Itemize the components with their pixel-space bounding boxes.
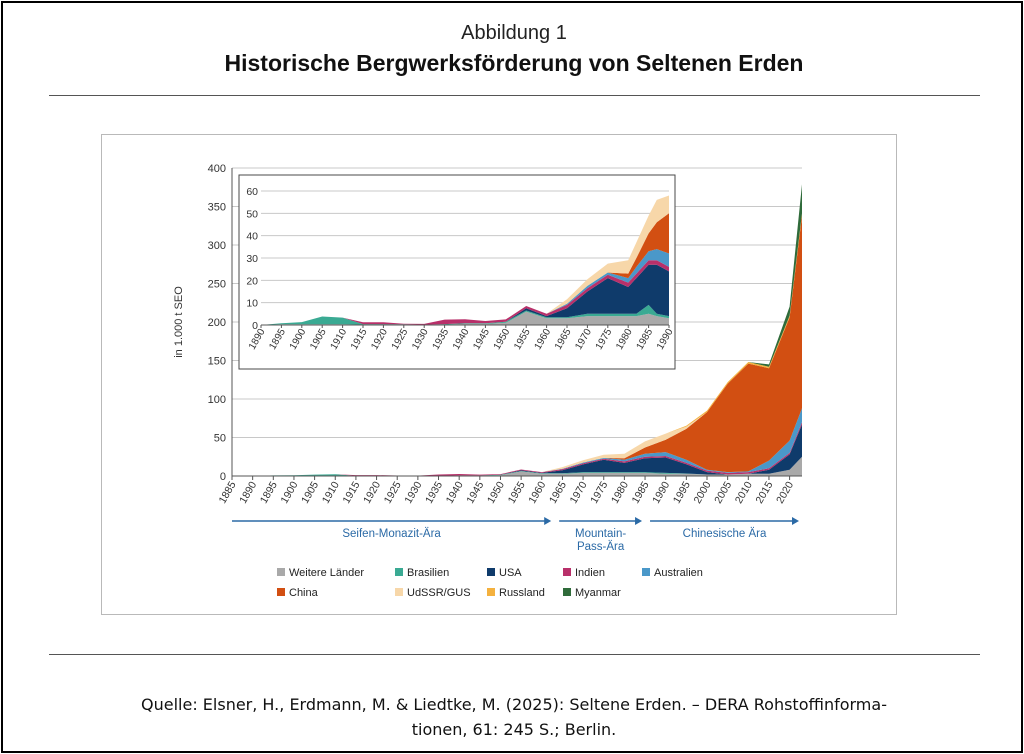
x-tick-label-1900: 1900 bbox=[278, 479, 300, 505]
inset-y-tick-label-20: 20 bbox=[246, 275, 258, 287]
chart-svg: 0501001502002503003504001885189018951900… bbox=[173, 163, 802, 599]
source-citation: Quelle: Elsner, H., Erdmann, M. & Liedtk… bbox=[3, 692, 1024, 742]
x-tick-label-1935: 1935 bbox=[423, 479, 445, 505]
legend-swatch-brasilien bbox=[395, 568, 403, 576]
source-line-2: tionen, 61: 245 S.; Berlin. bbox=[411, 720, 617, 739]
inset-area-weitere-l-nder bbox=[261, 311, 669, 325]
x-tick-label-1995: 1995 bbox=[671, 479, 693, 505]
era-2-label-line-1: Mountain- bbox=[575, 528, 626, 540]
era-2-label-line-2: Pass-Ära bbox=[577, 541, 625, 553]
y-tick-label-0: 0 bbox=[220, 471, 226, 483]
legend-swatch-china bbox=[277, 588, 285, 596]
x-tick-label-1895: 1895 bbox=[258, 479, 280, 505]
legend-label-usa: USA bbox=[499, 567, 522, 579]
legend-label-weitere-l-nder: Weitere Länder bbox=[289, 567, 364, 579]
x-tick-label-1905: 1905 bbox=[299, 479, 321, 505]
x-tick-label-1915: 1915 bbox=[340, 479, 362, 505]
x-tick-label-1940: 1940 bbox=[444, 479, 466, 505]
legend-label-myanmar: Myanmar bbox=[575, 587, 621, 599]
x-tick-label-1985: 1985 bbox=[630, 479, 652, 505]
x-tick-label-1950: 1950 bbox=[485, 479, 507, 505]
chart-panel: 0 50 100 150 200 250 300 350 400 1885 1890 1895 1900… bbox=[101, 134, 897, 615]
main-area-usa bbox=[232, 424, 802, 476]
x-tick-label-1920: 1920 bbox=[361, 479, 383, 505]
legend-swatch-weitere-l-nder bbox=[277, 568, 285, 576]
bottom-divider bbox=[49, 654, 980, 655]
era-2-arrow-head bbox=[635, 517, 643, 525]
legend-swatch-australien bbox=[642, 568, 650, 576]
legend-swatch-indien bbox=[563, 568, 571, 576]
y-tick-label-50: 50 bbox=[214, 433, 226, 445]
y-tick-label-250: 250 bbox=[208, 279, 226, 291]
main-area-china bbox=[232, 215, 802, 476]
legend-swatch-udssr-gus bbox=[395, 588, 403, 596]
inset-area-australien bbox=[261, 249, 669, 325]
x-tick-label-1970: 1970 bbox=[568, 479, 590, 505]
x-tick-label-1990: 1990 bbox=[650, 479, 672, 505]
x-tick-label-1925: 1925 bbox=[382, 479, 404, 505]
top-divider bbox=[49, 95, 980, 96]
era-1-arrow-head bbox=[544, 517, 552, 525]
inset-y-tick-label-10: 10 bbox=[246, 298, 258, 310]
source-line-1: Quelle: Elsner, H., Erdmann, M. & Liedtk… bbox=[141, 695, 887, 714]
legend-swatch-usa bbox=[487, 568, 495, 576]
legend-swatch-myanmar bbox=[563, 588, 571, 596]
inset-area-brasilien bbox=[261, 304, 669, 325]
x-tick-label-1980: 1980 bbox=[609, 479, 631, 505]
x-tick-label-1975: 1975 bbox=[588, 479, 610, 505]
x-tick-label-2010: 2010 bbox=[733, 479, 755, 505]
x-tick-label-1885: 1885 bbox=[217, 479, 239, 505]
x-tick-label-2000: 2000 bbox=[692, 479, 714, 505]
x-tick-label-1910: 1910 bbox=[320, 479, 342, 505]
inset-area-usa bbox=[261, 264, 669, 325]
legend-label-udssr-gus: UdSSR/GUS bbox=[407, 587, 471, 599]
y-axis-label: in 1.000 t SEO bbox=[173, 286, 185, 358]
inset-y-tick-label-40: 40 bbox=[246, 231, 258, 243]
main-area-weitere-l-nder bbox=[232, 456, 802, 476]
y-tick-label-100: 100 bbox=[208, 394, 226, 406]
x-tick-label-2005: 2005 bbox=[712, 479, 734, 505]
era-3-arrow-head bbox=[792, 517, 799, 525]
x-tick-label-1890: 1890 bbox=[237, 479, 259, 505]
y-tick-label-400: 400 bbox=[208, 163, 226, 175]
figure-number: Abbildung 1 bbox=[461, 22, 567, 44]
era-1-label-line-1: Seifen-Monazit-Ära bbox=[342, 528, 441, 540]
legend-label-brasilien: Brasilien bbox=[407, 567, 449, 579]
x-tick-label-1945: 1945 bbox=[464, 479, 486, 505]
x-tick-label-1960: 1960 bbox=[526, 479, 548, 505]
legend-label-indien: Indien bbox=[575, 567, 605, 579]
era-3-label-line-1: Chinesische Ära bbox=[683, 528, 767, 540]
x-tick-label-2015: 2015 bbox=[753, 479, 775, 505]
inset-y-tick-label-50: 50 bbox=[246, 208, 258, 220]
x-tick-label-1955: 1955 bbox=[506, 479, 528, 505]
legend-label-china: China bbox=[289, 587, 319, 599]
legend-label-australien: Australien bbox=[654, 567, 703, 579]
y-tick-label-150: 150 bbox=[208, 356, 226, 368]
legend-swatch-russland bbox=[487, 588, 495, 596]
inset-y-tick-label-60: 60 bbox=[246, 186, 258, 198]
y-tick-label-200: 200 bbox=[208, 317, 226, 329]
figure-title: Historische Bergwerksförderung von Selte… bbox=[224, 50, 804, 76]
inset-y-tick-label-0: 0 bbox=[252, 320, 258, 332]
x-tick-label-1930: 1930 bbox=[402, 479, 424, 505]
y-tick-label-300: 300 bbox=[208, 240, 226, 252]
inset-y-tick-label-30: 30 bbox=[246, 253, 258, 265]
x-tick-label-1965: 1965 bbox=[547, 479, 569, 505]
y-tick-label-350: 350 bbox=[208, 202, 226, 214]
legend-label-russland: Russland bbox=[499, 587, 545, 599]
x-tick-label-2020: 2020 bbox=[774, 479, 796, 505]
